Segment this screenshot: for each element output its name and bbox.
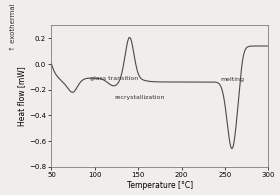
Y-axis label: Heat flow [mW]: Heat flow [mW] <box>17 66 26 126</box>
Text: ↑ exothermal: ↑ exothermal <box>10 3 17 51</box>
Text: glass transition: glass transition <box>90 76 139 81</box>
X-axis label: Temperature [°C]: Temperature [°C] <box>127 181 193 190</box>
Text: melting: melting <box>221 77 245 82</box>
Text: recrystallization: recrystallization <box>115 96 165 100</box>
